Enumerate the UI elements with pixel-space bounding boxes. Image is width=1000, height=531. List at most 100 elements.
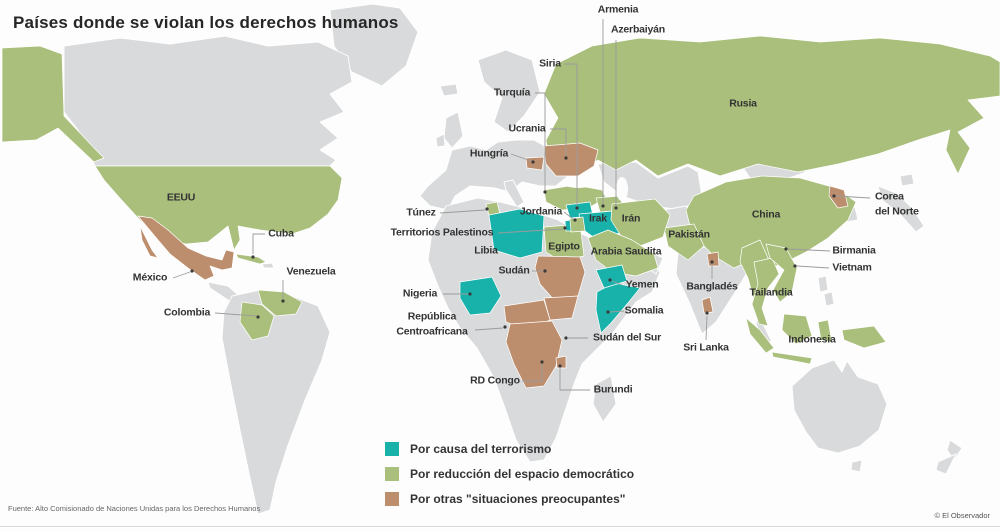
landmass-madagascar (592, 375, 617, 423)
leader-line-rd-congo (522, 364, 543, 382)
landmass-australia (791, 359, 888, 454)
label-somalia: Somalia (624, 304, 664, 317)
leader-dot-corea-del-norte (832, 194, 836, 198)
label-venezuela: Venezuela (286, 265, 336, 278)
highlighted-countries (1, 35, 1000, 389)
leader-line-yemen (611, 280, 623, 286)
landmass-south-america (221, 289, 331, 515)
label-china: China (751, 208, 781, 221)
legend-row-terrorism: Por causa del terrorismo (385, 436, 634, 461)
label-yemen: Yemen (625, 278, 659, 291)
landmass-japan (877, 185, 925, 233)
country-saudi-arabia (587, 229, 659, 277)
leader-dot-armenia (601, 204, 605, 208)
country-hungary (525, 156, 545, 171)
label-cuba: Cuba (268, 227, 294, 240)
leader-line-hungria (510, 153, 532, 162)
label-vietnam: Vietnam (832, 261, 872, 274)
landmass-new-zealand-north (946, 439, 963, 461)
country-yemen (595, 264, 628, 289)
leader-dot-venezuela (281, 299, 285, 303)
source-note: Fuente: Alto Comisionado de Naciones Uni… (8, 504, 261, 513)
credit-note: © El Observador (934, 511, 990, 520)
country-mexico (137, 215, 235, 281)
country-colombia (239, 301, 275, 341)
leader-line-jordania (563, 211, 574, 220)
leader-line-mexico (172, 271, 191, 279)
label-sri-lanka: Sri Lanka (683, 341, 729, 354)
label-sudan: Sudán (498, 264, 530, 277)
leader-dot-sri-lanka (705, 311, 709, 315)
leader-dot-burundi (558, 364, 562, 368)
landmass-hispaniola (261, 262, 275, 269)
landmass-scandinavia (477, 49, 541, 133)
label-republica-centroafricana: República Centroafricana (396, 310, 468, 337)
label-indonesia: Indonesia (788, 333, 836, 346)
country-burundi (555, 355, 567, 369)
country-bangladesh (706, 251, 720, 267)
landmass-philippines (817, 275, 829, 293)
leader-dot-siria (575, 206, 579, 210)
label-rusia: Rusia (729, 97, 757, 110)
country-libya (488, 208, 545, 259)
label-tailandia: Tailandia (749, 286, 793, 299)
landmass-hokkaido (899, 173, 915, 187)
country-venezuela (257, 289, 303, 317)
label-corea-del-norte: Corea del Norte (875, 190, 919, 217)
label-tunez: Túnez (406, 206, 436, 219)
country-jordan (568, 216, 586, 233)
label-armenia: Armenia (597, 3, 639, 16)
leader-line-turquia (535, 92, 546, 190)
legend-row-concern: Por otras "situaciones preocupantes" (385, 486, 634, 511)
leader-dot-jordania (573, 218, 577, 222)
label-sudan-del-sur: Sudán del Sur (593, 331, 661, 344)
leader-dot-somalia (606, 310, 610, 314)
country-sumatra (745, 317, 775, 354)
legend-label-democratic: Por reducción del espacio democrático (410, 466, 635, 481)
leader-dot-azerbaiyan (614, 206, 618, 210)
country-new-guinea (841, 325, 887, 349)
label-banglades: Bangladés (686, 280, 738, 293)
leader-dot-sudan-del-sur (564, 336, 568, 340)
leader-line-territorios-palestinos (497, 228, 564, 234)
country-palestine (564, 219, 572, 232)
leader-dot-territorios-palestinos (563, 226, 567, 230)
label-egipto: Egipto (548, 240, 580, 253)
leader-dot-turquia (543, 190, 547, 194)
country-borneo (781, 313, 813, 345)
leader-dot-ucrania (564, 156, 568, 160)
landmass-italy (503, 179, 525, 208)
leader-line-colombia (214, 312, 257, 317)
map-title: Países donde se violan los derechos huma… (13, 13, 399, 32)
caspian-sea (616, 177, 628, 201)
country-usa (94, 165, 343, 251)
label-rd-congo: RD Congo (470, 374, 520, 387)
country-alaska (1, 45, 105, 163)
leader-dot-hungria (531, 160, 535, 164)
leader-line-cuba (252, 233, 265, 254)
label-territorios-palestinos: Territorios Palestinos (390, 226, 494, 239)
leader-dot-nigeria (468, 292, 472, 296)
leader-dot-colombia (256, 315, 260, 319)
leader-line-ucrania (550, 128, 567, 156)
leader-line-sri-lanka (705, 315, 708, 341)
leader-dot-tunez (485, 207, 489, 211)
leader-line-corea-del-norte (835, 195, 871, 199)
landmass-uk (443, 111, 464, 149)
legend-swatch-concern (385, 491, 399, 506)
leader-dot-banglades (710, 260, 714, 264)
country-cuba (235, 253, 267, 265)
label-siria: Siria (539, 57, 561, 70)
label-eeuu: EEUU (166, 191, 196, 204)
leader-dot-yemen (608, 278, 612, 282)
legend-swatch-terrorism (385, 441, 399, 456)
country-vietnam (765, 243, 798, 303)
bottom-divider (0, 526, 1000, 527)
leader-dot-birmania (784, 247, 788, 251)
legend-label-terrorism: Por causa del terrorismo (410, 441, 552, 456)
leader-line-birmania (787, 248, 831, 252)
label-irak: Irak (589, 212, 607, 225)
landmass-new-zealand-south (935, 453, 957, 475)
label-nigeria: Nigeria (402, 287, 438, 300)
